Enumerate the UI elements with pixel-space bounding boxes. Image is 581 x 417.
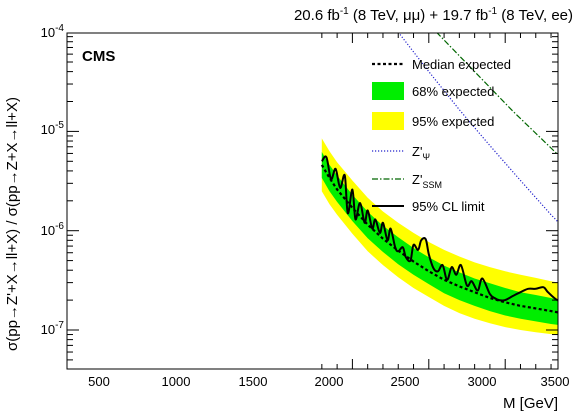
axis-ticks [67, 33, 558, 369]
legend-entry-median: Median expected [372, 57, 511, 72]
x-tick-label: 3500 [541, 374, 570, 389]
y-axis-title: σ(pp→Z'+X→ll+X) / σ(pp→Z+X→ll+X) [4, 97, 21, 351]
median-expected-line [320, 164, 558, 314]
y-tick-label: 10-6 [41, 221, 65, 238]
y-tick-label: 10-7 [41, 320, 65, 337]
x-tick-label: 1500 [239, 374, 268, 389]
legend-label: Median expected [412, 57, 511, 72]
x-tick-label: 2500 [391, 374, 420, 389]
legend-label: Z'Ψ [412, 144, 430, 162]
x-tick-label: 500 [88, 374, 110, 389]
band-95-expected [321, 138, 558, 335]
experiment-label: CMS [82, 48, 115, 65]
observed-limit-line [320, 155, 558, 302]
x-tick-label: 1000 [162, 374, 191, 389]
legend-entry-68: 68% expected [372, 82, 494, 100]
legend-label: 68% expected [412, 84, 494, 99]
legend-swatch-68 [372, 82, 404, 100]
x-tick-label: 2000 [315, 374, 344, 389]
x-tick-label: 3000 [468, 374, 497, 389]
luminosity-header: 20.6 fb-1 (8 TeV, μμ) + 19.7 fb-1 (8 TeV… [294, 6, 573, 24]
y-tick-label: 10-4 [41, 23, 65, 40]
y-tick-label: 10-5 [41, 120, 65, 137]
zpsi-line [398, 33, 558, 223]
legend-swatch-95 [372, 112, 404, 130]
legend-entry-95: 95% expected [372, 112, 494, 130]
plot-area [320, 33, 558, 335]
legend-entry-zpsi: Z'Ψ [372, 144, 430, 162]
legend-label: 95% CL limit [412, 199, 485, 214]
legend-entry-zssm: Z'SSM [372, 172, 442, 190]
legend-label: 95% expected [412, 114, 494, 129]
legend: Median expected 68% expected 95% expecte… [372, 57, 511, 214]
legend-label: Z'SSM [412, 172, 442, 190]
zssm-line [436, 33, 558, 156]
legend-entry-observed: 95% CL limit [372, 199, 485, 214]
x-axis-title: M [GeV] [503, 395, 558, 412]
